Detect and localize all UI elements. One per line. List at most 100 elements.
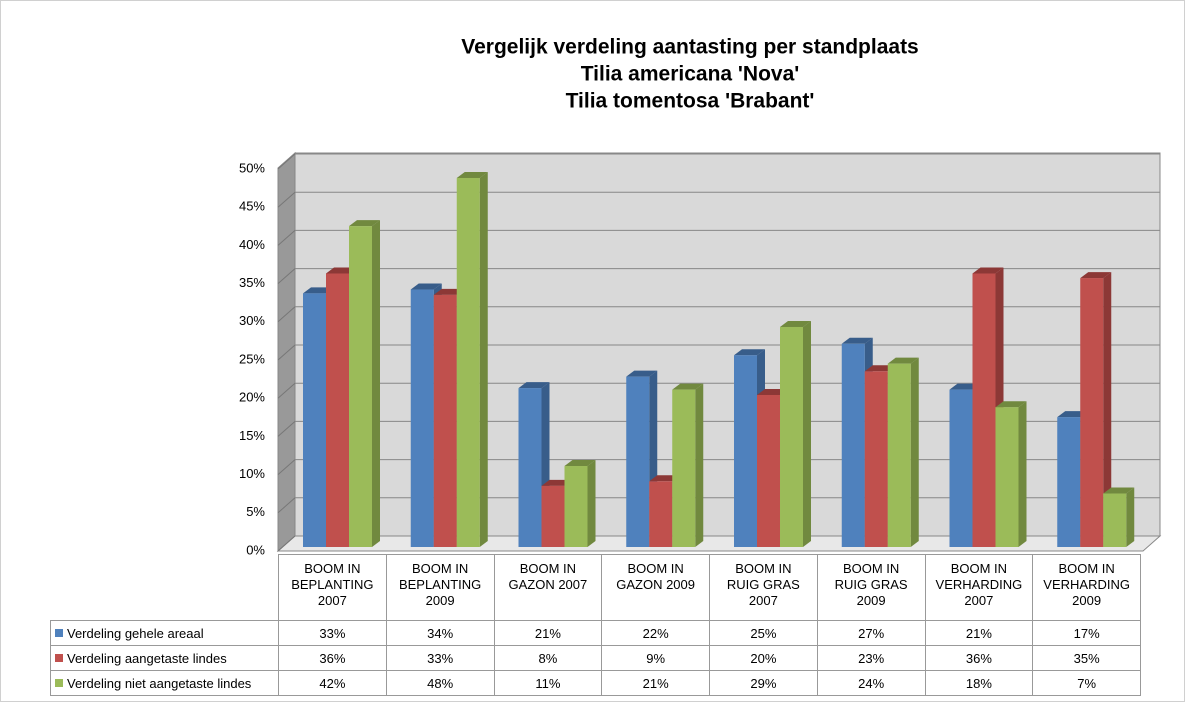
bar bbox=[349, 220, 380, 547]
category-cell: BOOM IN GAZON 2007 bbox=[493, 554, 603, 621]
value-cell: 21% bbox=[493, 620, 603, 646]
legend-label: Verdeling niet aangetaste lindes bbox=[67, 675, 252, 691]
legend-key bbox=[55, 654, 63, 662]
bar-front bbox=[780, 326, 803, 547]
value-cell: 17% bbox=[1032, 620, 1141, 646]
bar-top bbox=[349, 220, 380, 227]
value-cell: 33% bbox=[385, 645, 495, 671]
grid-line-side bbox=[277, 191, 296, 208]
bar-front bbox=[564, 466, 588, 547]
bar-top bbox=[456, 171, 488, 178]
bar-front bbox=[626, 376, 650, 547]
y-tick-label: 5% bbox=[246, 504, 265, 519]
value-cell: 21% bbox=[601, 670, 710, 696]
bar-top bbox=[1080, 272, 1112, 279]
bar-front bbox=[841, 343, 865, 547]
category-cell: BOOM IN RUIG GRAS 2009 bbox=[816, 554, 926, 621]
value-cell: 18% bbox=[924, 670, 1034, 696]
y-tick-label: 25% bbox=[239, 351, 265, 366]
bar-front bbox=[949, 389, 973, 547]
bar-front bbox=[1057, 417, 1081, 547]
legend-cell: Verdeling aangetaste lindes bbox=[50, 645, 279, 671]
bar-top bbox=[841, 337, 873, 344]
chart-title: Vergelijk verdeling aantasting per stand… bbox=[461, 36, 919, 59]
bar-side bbox=[1018, 401, 1027, 547]
y-tick-label: 15% bbox=[239, 428, 265, 443]
bar-top bbox=[626, 370, 658, 377]
legend-cell: Verdeling gehele areaal bbox=[50, 620, 279, 646]
y-tick-label: 30% bbox=[239, 313, 265, 328]
grid-line-side bbox=[277, 459, 296, 475]
bar-front bbox=[757, 394, 780, 547]
value-cell: 24% bbox=[816, 670, 926, 696]
value-cell: 27% bbox=[816, 620, 926, 646]
bar-side bbox=[587, 460, 596, 547]
legend-cell: Verdeling niet aangetaste lindes bbox=[50, 670, 279, 696]
grid-line-side bbox=[277, 153, 296, 170]
value-cell: 36% bbox=[278, 645, 387, 671]
bar-top bbox=[995, 401, 1027, 408]
value-cell: 11% bbox=[493, 670, 603, 696]
bar bbox=[456, 171, 488, 547]
category-cell: BOOM IN VERHARDING 2007 bbox=[924, 554, 1034, 621]
bar-top bbox=[887, 357, 919, 364]
value-cell: 7% bbox=[1032, 670, 1141, 696]
bar-top bbox=[564, 460, 596, 467]
value-cell: 8% bbox=[493, 645, 603, 671]
bar bbox=[672, 383, 704, 547]
bar-front bbox=[995, 407, 1019, 547]
chart-title: Tilia americana 'Nova' bbox=[581, 63, 800, 86]
grid-line-side bbox=[277, 344, 296, 361]
bar-side bbox=[803, 320, 811, 547]
value-cell: 20% bbox=[709, 645, 818, 671]
legend-key bbox=[55, 629, 63, 637]
bar-front bbox=[972, 273, 996, 547]
category-cell: BOOM IN RUIG GRAS 2007 bbox=[709, 554, 818, 621]
y-tick-label: 45% bbox=[239, 199, 265, 214]
grid-line-side bbox=[277, 230, 296, 246]
value-cell: 21% bbox=[924, 620, 1034, 646]
y-tick-label: 0% bbox=[246, 542, 265, 557]
bar-top bbox=[410, 283, 442, 290]
bar-front bbox=[433, 294, 457, 547]
value-cell: 9% bbox=[601, 645, 710, 671]
value-cell: 29% bbox=[709, 670, 818, 696]
legend-key bbox=[55, 679, 63, 687]
chart-title: Tilia tomentosa 'Brabant' bbox=[566, 90, 815, 113]
bar-front bbox=[887, 363, 911, 547]
bar bbox=[1103, 487, 1135, 547]
value-cell: 35% bbox=[1032, 645, 1141, 671]
value-cell: 23% bbox=[816, 645, 926, 671]
y-tick-label: 10% bbox=[239, 466, 265, 481]
bar-side bbox=[695, 383, 704, 547]
grid-line-side bbox=[277, 497, 296, 514]
category-cell: BOOM IN VERHARDING 2009 bbox=[1032, 554, 1141, 621]
bar-front bbox=[672, 389, 696, 547]
bar-side bbox=[479, 171, 488, 547]
bar-front bbox=[649, 481, 673, 547]
value-cell: 33% bbox=[278, 620, 387, 646]
value-cell: 48% bbox=[385, 670, 495, 696]
legend-label: Verdeling aangetaste lindes bbox=[67, 650, 227, 666]
y-tick-label: 35% bbox=[239, 275, 265, 290]
grid-line-side bbox=[277, 268, 296, 284]
grid-line-side bbox=[277, 306, 296, 323]
grid-line-side bbox=[277, 535, 296, 552]
bar-front bbox=[864, 371, 888, 547]
bar-front bbox=[734, 355, 757, 547]
bar-top bbox=[518, 382, 550, 389]
bar-front bbox=[518, 388, 542, 547]
grid-line-side bbox=[277, 421, 296, 437]
bar bbox=[780, 320, 811, 547]
floor bbox=[276, 535, 1162, 552]
value-cell: 36% bbox=[924, 645, 1034, 671]
y-tick-label: 40% bbox=[239, 237, 265, 252]
y-tick-label: 50% bbox=[239, 160, 265, 175]
category-cell: BOOM IN BEPLANTING 2007 bbox=[278, 554, 387, 621]
bar-front bbox=[410, 289, 434, 547]
category-cell: BOOM IN GAZON 2009 bbox=[601, 554, 710, 621]
bar bbox=[1080, 272, 1112, 547]
bar-side bbox=[910, 357, 919, 547]
